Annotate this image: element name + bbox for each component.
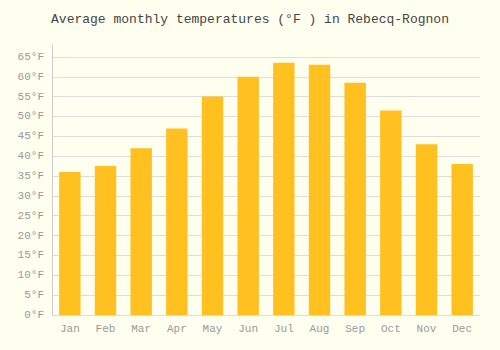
svg-text:0°F: 0°F [24, 309, 44, 321]
svg-text:Aug: Aug [310, 323, 330, 335]
svg-text:Nov: Nov [417, 323, 437, 335]
svg-text:10°F: 10°F [18, 269, 44, 281]
svg-text:65°F: 65°F [18, 51, 44, 63]
svg-text:40°F: 40°F [18, 150, 44, 162]
svg-text:May: May [203, 323, 223, 335]
svg-text:45°F: 45°F [18, 130, 44, 142]
svg-text:60°F: 60°F [18, 71, 44, 83]
svg-text:15°F: 15°F [18, 249, 44, 261]
svg-text:Average monthly temperatures (: Average monthly temperatures (°F ) in Re… [51, 12, 449, 27]
svg-text:35°F: 35°F [18, 170, 44, 182]
svg-text:Oct: Oct [381, 323, 401, 335]
svg-text:30°F: 30°F [18, 190, 44, 202]
svg-text:Jul: Jul [274, 323, 294, 335]
svg-text:50°F: 50°F [18, 110, 44, 122]
svg-text:25°F: 25°F [18, 210, 44, 222]
svg-text:55°F: 55°F [18, 91, 44, 103]
svg-text:5°F: 5°F [24, 289, 44, 301]
svg-text:Feb: Feb [96, 323, 116, 335]
svg-text:20°F: 20°F [18, 230, 44, 242]
svg-text:Mar: Mar [131, 323, 151, 335]
svg-text:Jan: Jan [60, 323, 80, 335]
svg-text:Apr: Apr [167, 323, 187, 335]
svg-text:Sep: Sep [345, 323, 365, 335]
svg-text:Dec: Dec [452, 323, 472, 335]
svg-text:Jun: Jun [238, 323, 258, 335]
